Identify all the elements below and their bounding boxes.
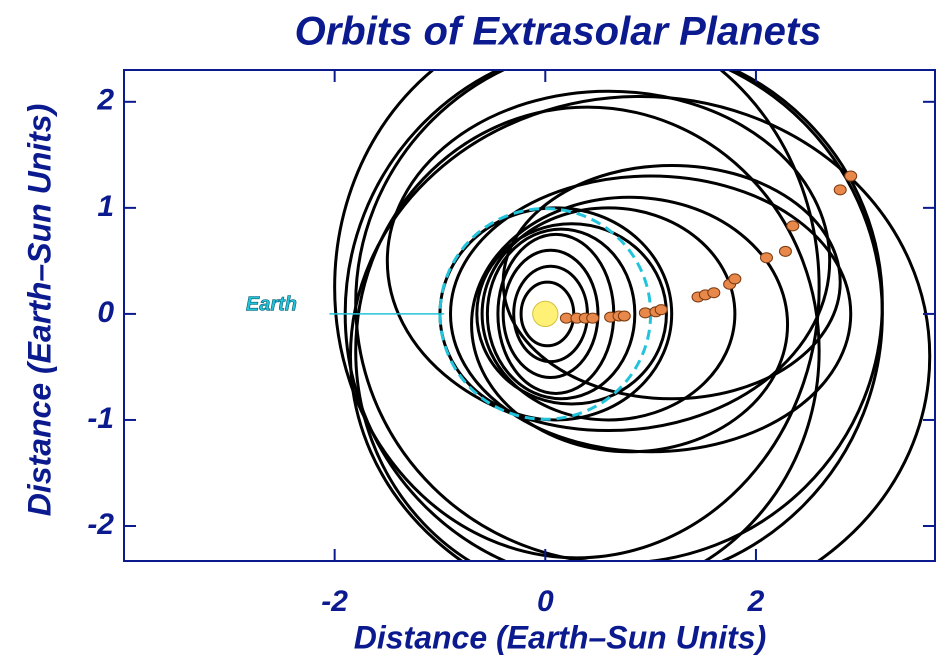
x-tick-label: -2 xyxy=(321,585,348,618)
x-tick-label: 0 xyxy=(537,585,554,618)
plot-area: Earth xyxy=(246,70,932,561)
orbit xyxy=(501,248,600,380)
planet xyxy=(778,245,792,257)
earth-label: Earth xyxy=(246,294,297,316)
planet xyxy=(654,304,668,316)
y-tick-label: -2 xyxy=(87,508,114,541)
planet xyxy=(759,252,773,264)
y-axis-label: Distance (Earth–Sun Units) xyxy=(21,104,57,517)
orbit xyxy=(385,89,832,433)
orbit xyxy=(354,105,821,561)
plot-frame xyxy=(123,69,936,562)
orbit xyxy=(485,227,637,401)
orbit xyxy=(333,70,821,560)
chart-title: Orbits of Extrasolar Planets xyxy=(295,10,822,54)
planet xyxy=(844,170,858,182)
y-tick-label: -1 xyxy=(87,402,114,435)
x-axis-label: Distance (Earth–Sun Units) xyxy=(354,619,767,655)
y-tick-label: 0 xyxy=(97,296,114,329)
orbit xyxy=(349,95,932,561)
orbit xyxy=(470,195,790,454)
sun xyxy=(532,300,559,328)
x-tick-label: 2 xyxy=(747,585,765,618)
planet xyxy=(833,184,847,196)
orbit xyxy=(480,206,737,422)
y-tick-label: 2 xyxy=(96,84,114,117)
orbit xyxy=(475,222,668,406)
planet xyxy=(586,312,600,324)
planet xyxy=(707,287,721,299)
y-tick-label: 1 xyxy=(97,190,114,223)
planet xyxy=(617,310,631,322)
planet xyxy=(786,220,800,232)
planet xyxy=(728,273,742,285)
